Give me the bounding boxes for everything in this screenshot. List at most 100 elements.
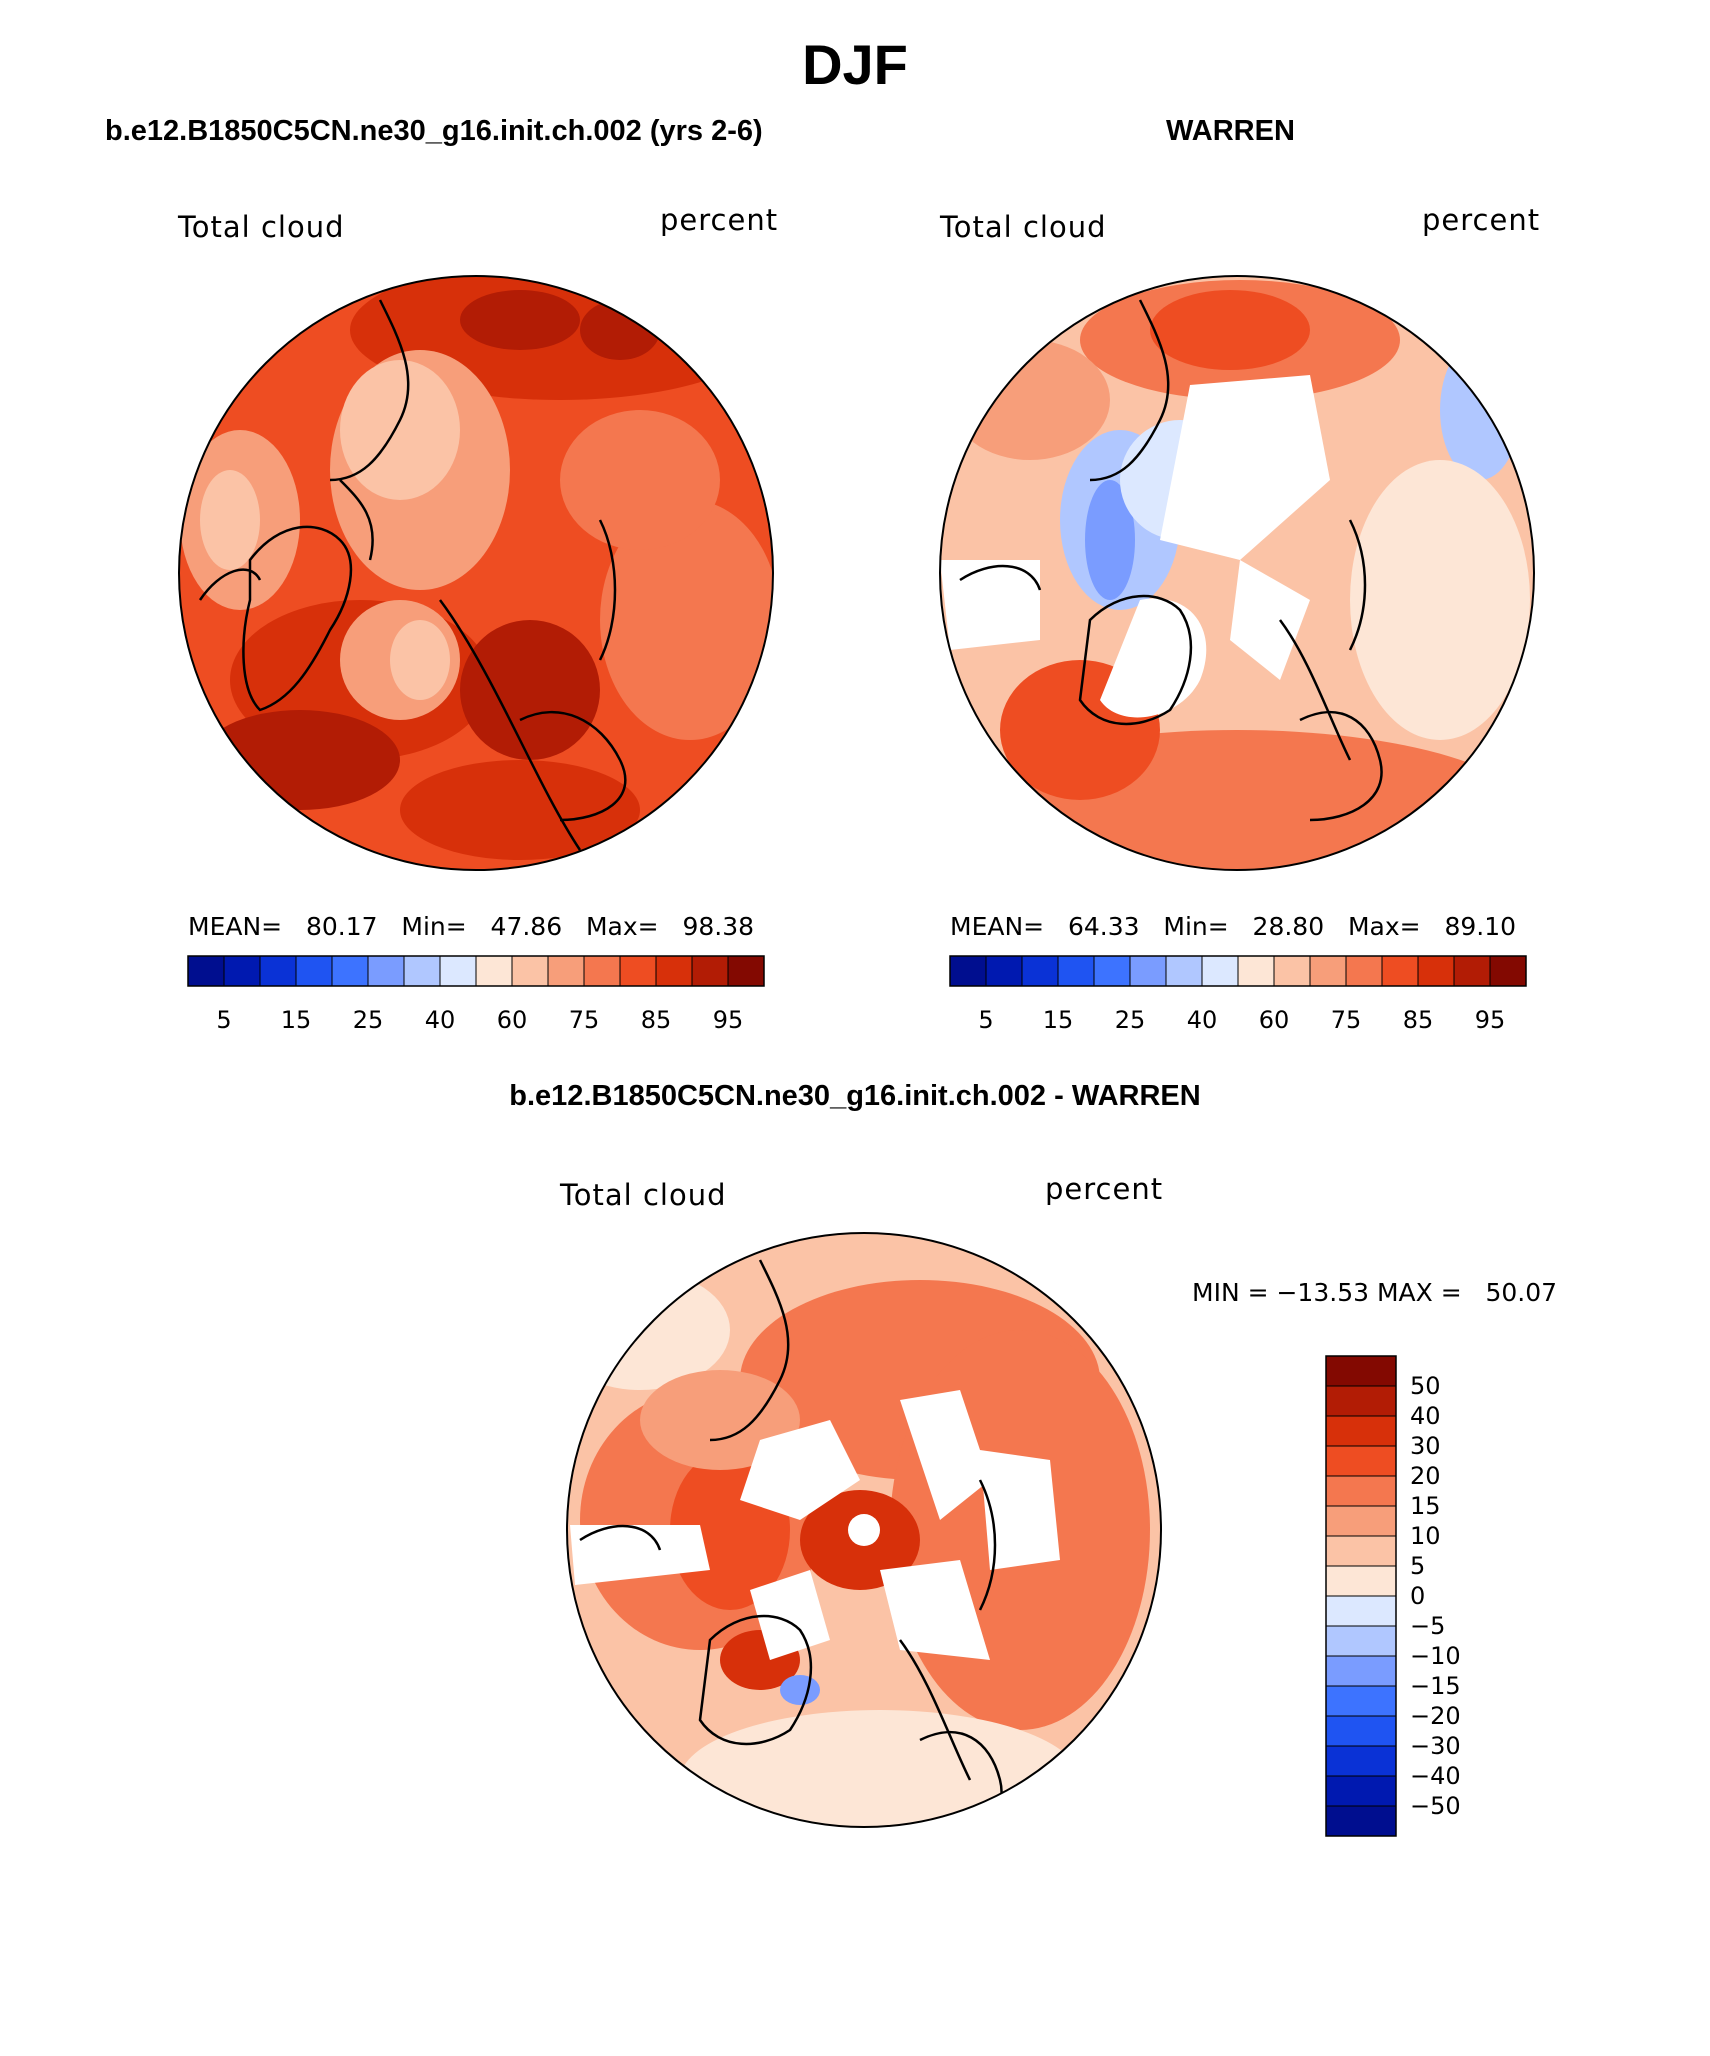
- cloud-field-model: [179, 276, 773, 870]
- colorbar-obs: 5 15 25 40 60 75 85 95: [949, 955, 1527, 1034]
- colorbar-swatch: [1325, 1715, 1397, 1747]
- colorbar-tick-label: 5: [216, 1006, 231, 1034]
- colorbar-swatch: [331, 955, 369, 987]
- colorbar-swatch: [1381, 955, 1419, 987]
- colorbar-swatch: [1325, 1655, 1397, 1687]
- colorbar-swatch: [1093, 955, 1131, 987]
- colorbar-swatch: [1325, 1685, 1397, 1717]
- colorbar-tick-label: 75: [569, 1006, 600, 1034]
- colorbar-swatch: [547, 955, 585, 987]
- variable-label-model: Total cloud: [178, 210, 345, 244]
- stats-model: MEAN= 80.17 Min= 47.86 Max= 98.38: [188, 912, 754, 941]
- cloud-field-diff: [567, 1233, 1161, 1827]
- colorbar-swatch: [985, 955, 1023, 987]
- colorbar-swatch: [1325, 1745, 1397, 1777]
- colorbar-swatch: [439, 955, 477, 987]
- colorbar-tick-label: 85: [641, 1006, 672, 1034]
- colorbar-swatch: [1325, 1625, 1397, 1657]
- colorbar-tick-label: 5: [978, 1006, 993, 1034]
- stats-max-label: Max=: [1347, 912, 1421, 941]
- colorbar-tick-label: 0: [1410, 1582, 1425, 1610]
- colorbar-swatch: [1201, 955, 1239, 987]
- colorbar-swatch: [1325, 1415, 1397, 1447]
- colorbar-frame: [1325, 1355, 1397, 1837]
- colorbar-swatch: [1325, 1595, 1397, 1627]
- colorbar-swatch: [403, 955, 441, 987]
- stats-mean-label: MEAN=: [950, 912, 1045, 941]
- colorbar-tick-label: 40: [425, 1006, 456, 1034]
- colorbar-tick-label: −15: [1410, 1672, 1461, 1700]
- colorbar-tick-label: −30: [1410, 1732, 1461, 1760]
- colorbar-swatch: [1021, 955, 1059, 987]
- colorbar-swatch: [1165, 955, 1203, 987]
- stats-max-value: 98.38: [682, 912, 755, 941]
- colorbar-swatch: [1129, 955, 1167, 987]
- colorbar-swatch: [1325, 1505, 1397, 1537]
- colorbar-swatch: [1237, 955, 1275, 987]
- coastlines-diff: [579, 1259, 1003, 1827]
- colorbar-tick-label: 40: [1410, 1402, 1441, 1430]
- colorbar-swatch: [619, 955, 657, 987]
- colorbar-tick-label: 25: [353, 1006, 384, 1034]
- stats-min-value: 28.80: [1252, 912, 1325, 941]
- colorbar-model: 5 15 25 40 60 75 85 95: [187, 955, 765, 1034]
- stats-mean-value: 80.17: [305, 912, 378, 941]
- colorbar-tick-label: 20: [1410, 1462, 1441, 1490]
- colorbar-tick-label: 50: [1410, 1372, 1441, 1400]
- colorbar-tick-label: 15: [1043, 1006, 1074, 1034]
- colorbar-swatch: [1325, 1565, 1397, 1597]
- colorbar-tick-label: 95: [1475, 1006, 1506, 1034]
- colorbar-tick-label: 15: [1410, 1492, 1441, 1520]
- colorbar-tick-label: 60: [1259, 1006, 1290, 1034]
- colorbar-swatch: [1325, 1475, 1397, 1507]
- colorbar-tick-label: 5: [1410, 1552, 1425, 1580]
- colorbar-swatch: [475, 955, 513, 987]
- colorbar-swatch: [1417, 955, 1455, 987]
- colorbar-tick-label: −20: [1410, 1702, 1461, 1730]
- colorbar-tick-label: −10: [1410, 1642, 1461, 1670]
- panel-heading-model: b.e12.B1850C5CN.ne30_g16.init.ch.002 (yr…: [105, 115, 763, 147]
- units-label-diff: percent: [1045, 1172, 1164, 1206]
- figure-title: DJF: [802, 33, 908, 96]
- colorbar-swatch: [1325, 1385, 1397, 1417]
- stats-obs: MEAN= 64.33 Min= 28.80 Max= 89.10: [950, 912, 1516, 941]
- colorbar-swatch: [1345, 955, 1383, 987]
- colorbar-frame: [949, 955, 1527, 987]
- colorbar-swatch: [655, 955, 693, 987]
- units-label-obs: percent: [1422, 203, 1541, 237]
- stats-mean-label: MEAN=: [188, 912, 283, 941]
- colorbar-swatch: [1325, 1445, 1397, 1477]
- coastlines-obs: [959, 299, 1383, 822]
- colorbar-tick-label: 95: [713, 1006, 744, 1034]
- colorbar-swatch: [295, 955, 333, 987]
- colorbar-tick-label: 30: [1410, 1432, 1441, 1460]
- variable-label-diff: Total cloud: [560, 1178, 727, 1212]
- colorbar-swatch: [511, 955, 549, 987]
- stats-min-value: 47.86: [490, 912, 563, 941]
- colorbar-swatch: [1453, 955, 1491, 987]
- colorbar-tick-label: 15: [281, 1006, 312, 1034]
- stats-max-label: Max=: [585, 912, 659, 941]
- panel-heading-obs: WARREN: [1166, 115, 1295, 147]
- units-label-model: percent: [660, 203, 779, 237]
- colorbar-swatch: [727, 955, 765, 987]
- colorbar-swatch: [1325, 1535, 1397, 1567]
- colorbar-swatch: [583, 955, 621, 987]
- colorbar-swatch: [1325, 1355, 1397, 1387]
- colorbar-swatch: [367, 955, 405, 987]
- colorbar-tick-label: −40: [1410, 1762, 1461, 1790]
- colorbar-tick-label: 10: [1410, 1522, 1441, 1550]
- colorbar-tick-label: −50: [1410, 1792, 1461, 1820]
- stats-min-label: Min=: [401, 912, 467, 941]
- colorbar-swatch: [223, 955, 261, 987]
- colorbar-tick-label: 60: [497, 1006, 528, 1034]
- stats-max-value: 89.10: [1444, 912, 1517, 941]
- colorbar-swatch: [691, 955, 729, 987]
- colorbar-swatch: [1273, 955, 1311, 987]
- colorbar-swatch: [187, 955, 225, 987]
- minmax-diff: MIN = −13.53 MAX = 50.07: [1192, 1278, 1558, 1307]
- colorbar-frame: [187, 955, 765, 987]
- coastlines-model: [198, 299, 627, 851]
